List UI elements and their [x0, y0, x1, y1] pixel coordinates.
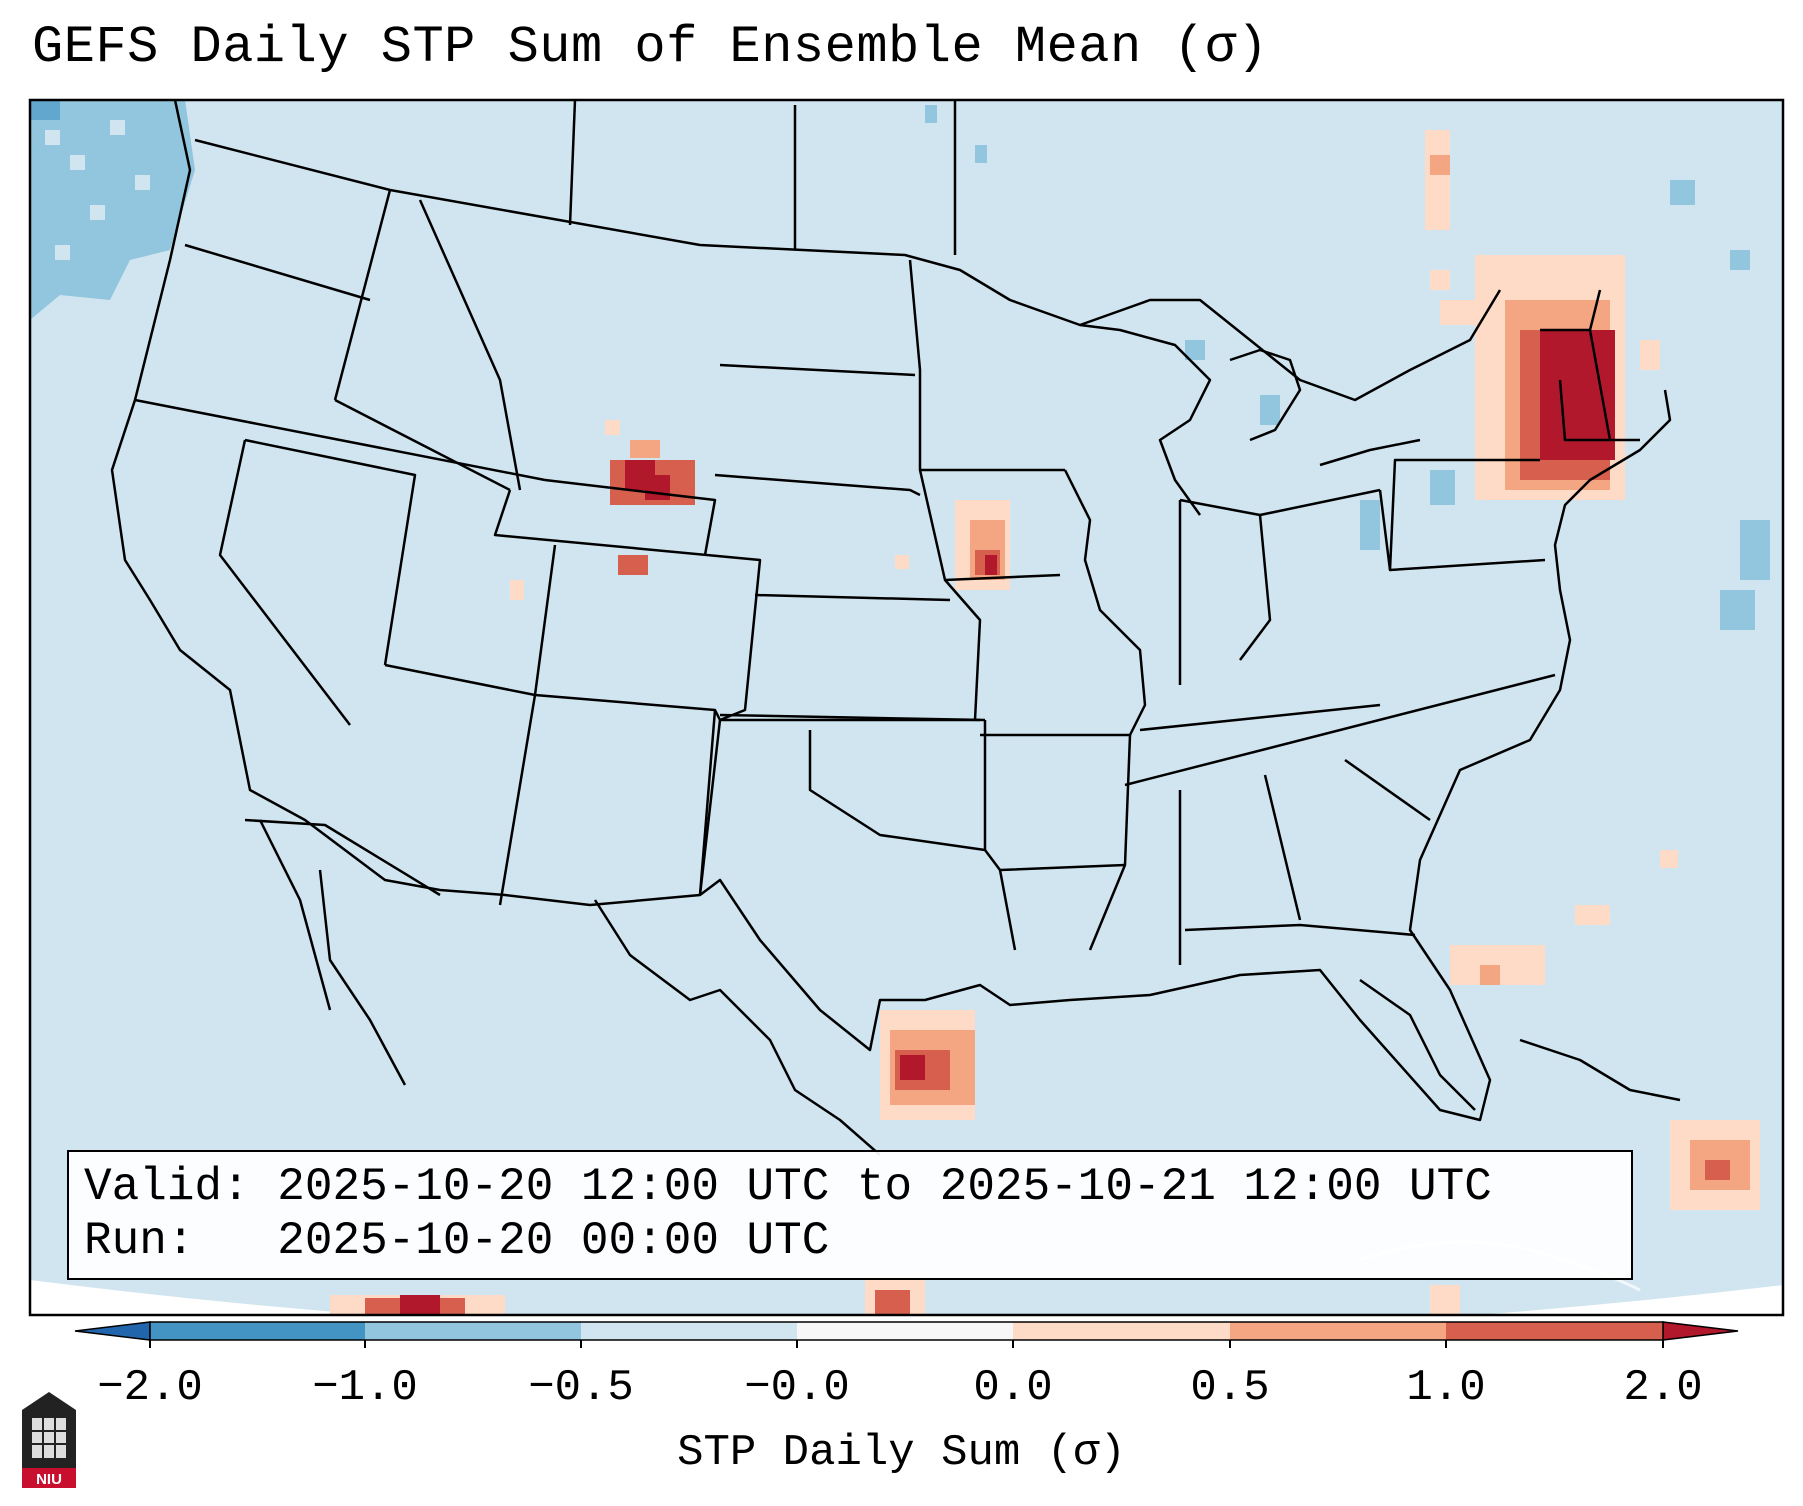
map-frame: [28, 98, 1785, 1317]
run-value: 2025-10-20 00:00 UTC: [277, 1215, 830, 1267]
state-borders: [110, 100, 1681, 1156]
colorbar-tick-label: −2.0: [97, 1363, 203, 1413]
colorbar-label: STP Daily Sum (σ): [677, 1428, 1126, 1478]
colorbar: [74, 1321, 1739, 1348]
colorbar-tick-label: 1.0: [1406, 1363, 1486, 1413]
valid-run-info-box: Valid: 2025-10-20 12:00 UTC to 2025-10-2…: [67, 1150, 1633, 1280]
valid-value: 2025-10-20 12:00 UTC to 2025-10-21 12:00…: [277, 1161, 1492, 1213]
colorbar-bin: [1446, 1322, 1663, 1340]
run-label: Run:: [84, 1215, 195, 1267]
colorbar-bin: [150, 1322, 365, 1340]
niu-logo: NIU: [22, 1392, 76, 1488]
colorbar-extend-high: [1662, 1321, 1739, 1341]
colorbar-tick-label: 0.5: [1190, 1363, 1270, 1413]
colorbar-bin: [365, 1322, 581, 1340]
colorbar-tick-label: 2.0: [1623, 1363, 1703, 1413]
colorbar-bin: [1230, 1322, 1446, 1340]
map-title: GEFS Daily STP Sum of Ensemble Mean (σ): [32, 18, 1269, 77]
niu-logo-text: NIU: [36, 1471, 62, 1488]
colorbar-tick-label: −0.0: [744, 1363, 850, 1413]
colorbar-bin: [797, 1322, 1013, 1340]
colorbar-bin: [581, 1322, 797, 1340]
positive-anomaly-region: [330, 130, 1760, 1315]
negative-anomaly-region: [30, 100, 1770, 630]
colorbar-tick-label: −0.5: [528, 1363, 634, 1413]
colorbar-tick-label: −1.0: [312, 1363, 418, 1413]
valid-label: Valid:: [84, 1161, 250, 1213]
colorbar-tick-label: 0.0: [973, 1363, 1053, 1413]
colorbar-bin: [1013, 1322, 1230, 1340]
colorbar-extend-low: [74, 1321, 151, 1341]
domain-edge: [30, 1280, 1783, 1315]
